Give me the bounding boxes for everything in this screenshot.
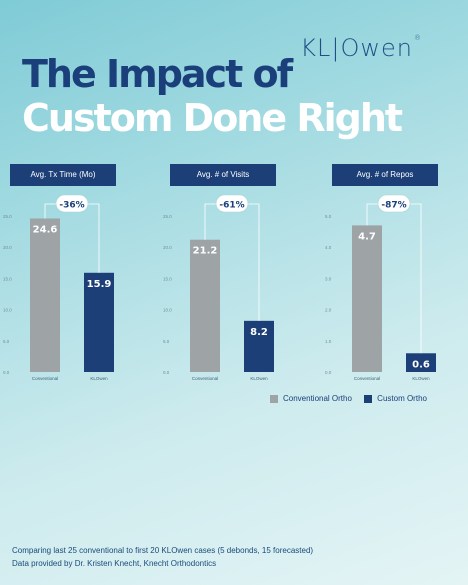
legend-swatch-conventional xyxy=(270,394,278,403)
registered-mark: ® xyxy=(414,34,422,42)
title-line-1: The Impact of xyxy=(22,52,293,96)
chart-title: Avg. Tx Time (Mo) xyxy=(10,164,116,186)
chart-repos: Avg. # of Repos 0.0 1.0 2.0 3.0 4.0 5.0 4.7 Con… xyxy=(325,164,468,386)
x-tick-label: KLOwen xyxy=(412,376,430,381)
change-label: -61% xyxy=(219,201,244,211)
klowen-logo: KL|Owen® xyxy=(300,34,422,62)
y-tick-label: 25.0 xyxy=(163,214,172,219)
footnote: Comparing last 25 conventional to first … xyxy=(12,544,313,570)
y-tick-label: 0.0 xyxy=(3,370,10,375)
data-label: 15.9 xyxy=(87,279,112,290)
data-label: 8.2 xyxy=(250,327,268,338)
page-title: The Impact of Custom Done Right xyxy=(22,52,403,140)
legend-item-custom: Custom Ortho xyxy=(364,394,427,403)
bar xyxy=(190,239,220,372)
y-tick-label: 15.0 xyxy=(163,276,172,281)
x-tick-label: KLOwen xyxy=(90,376,108,381)
legend-label: Conventional Ortho xyxy=(283,394,352,403)
change-pill xyxy=(215,194,249,213)
y-tick-label: 1.0 xyxy=(325,339,332,344)
chart-legend: Conventional Ortho Custom Ortho xyxy=(270,394,437,405)
y-tick-label: 3.0 xyxy=(325,276,332,281)
legend-item-conventional: Conventional Ortho xyxy=(270,394,352,403)
data-label: 4.7 xyxy=(358,231,376,242)
chart-tx-time: Avg. Tx Time (Mo) 0.0 5.0 10.0 15.0 20.0 25.0… xyxy=(3,164,150,386)
bar xyxy=(244,320,274,372)
bar xyxy=(84,272,114,372)
y-tick-label: 15.0 xyxy=(3,276,12,281)
legend-label: Custom Ortho xyxy=(377,394,427,403)
y-tick-label: 5.0 xyxy=(163,339,170,344)
change-label: -36% xyxy=(59,201,84,211)
y-tick-label: 20.0 xyxy=(163,245,172,250)
chart-svg: 0.0 5.0 10.0 15.0 20.0 25.0 21.2 Conventional 8.… xyxy=(163,194,274,381)
x-tick-label: Conventional xyxy=(354,376,380,381)
bar xyxy=(30,218,60,372)
data-label: 24.6 xyxy=(33,224,58,235)
y-tick-label: 2.0 xyxy=(325,308,332,313)
chart-visits: Avg. # of Visits 0.0 5.0 10.0 15.0 20.0 25.0 2… xyxy=(163,164,310,386)
change-label: -87% xyxy=(381,201,406,211)
x-tick-label: Conventional xyxy=(192,376,218,381)
y-tick-label: 0.0 xyxy=(163,370,170,375)
x-tick-label: KLOwen xyxy=(250,376,268,381)
y-tick-label: 0.0 xyxy=(325,370,332,375)
bar xyxy=(406,353,436,372)
logo-text: KL|Owen xyxy=(300,34,413,62)
title-line-2: Custom Done Right xyxy=(22,96,403,140)
chart-title: Avg. # of Visits xyxy=(170,164,276,186)
y-tick-label: 10.0 xyxy=(163,308,172,313)
change-pill xyxy=(377,194,411,213)
y-tick-label: 5.0 xyxy=(325,214,332,219)
data-label: 21.2 xyxy=(193,246,218,257)
y-tick-label: 20.0 xyxy=(3,245,12,250)
chart-svg: 0.0 1.0 2.0 3.0 4.0 5.0 4.7 Conventional 0.6 KLOw… xyxy=(325,194,436,381)
footnote-line-2: Data provided by Dr. Kristen Knecht, Kne… xyxy=(12,559,217,568)
y-tick-label: 10.0 xyxy=(3,308,12,313)
y-tick-label: 25.0 xyxy=(3,214,12,219)
footnote-line-1: Comparing last 25 conventional to first … xyxy=(12,546,314,555)
chart-title: Avg. # of Repos xyxy=(332,164,438,186)
chart-svg: 0.0 5.0 10.0 15.0 20.0 25.0 24.6 Conventional 15… xyxy=(3,194,114,381)
change-pill xyxy=(55,194,89,213)
data-label: 0.6 xyxy=(412,359,430,370)
y-tick-label: 5.0 xyxy=(3,339,10,344)
bar xyxy=(352,225,382,372)
x-tick-label: Conventional xyxy=(32,376,58,381)
y-tick-label: 4.0 xyxy=(325,245,332,250)
legend-swatch-custom xyxy=(364,394,373,403)
